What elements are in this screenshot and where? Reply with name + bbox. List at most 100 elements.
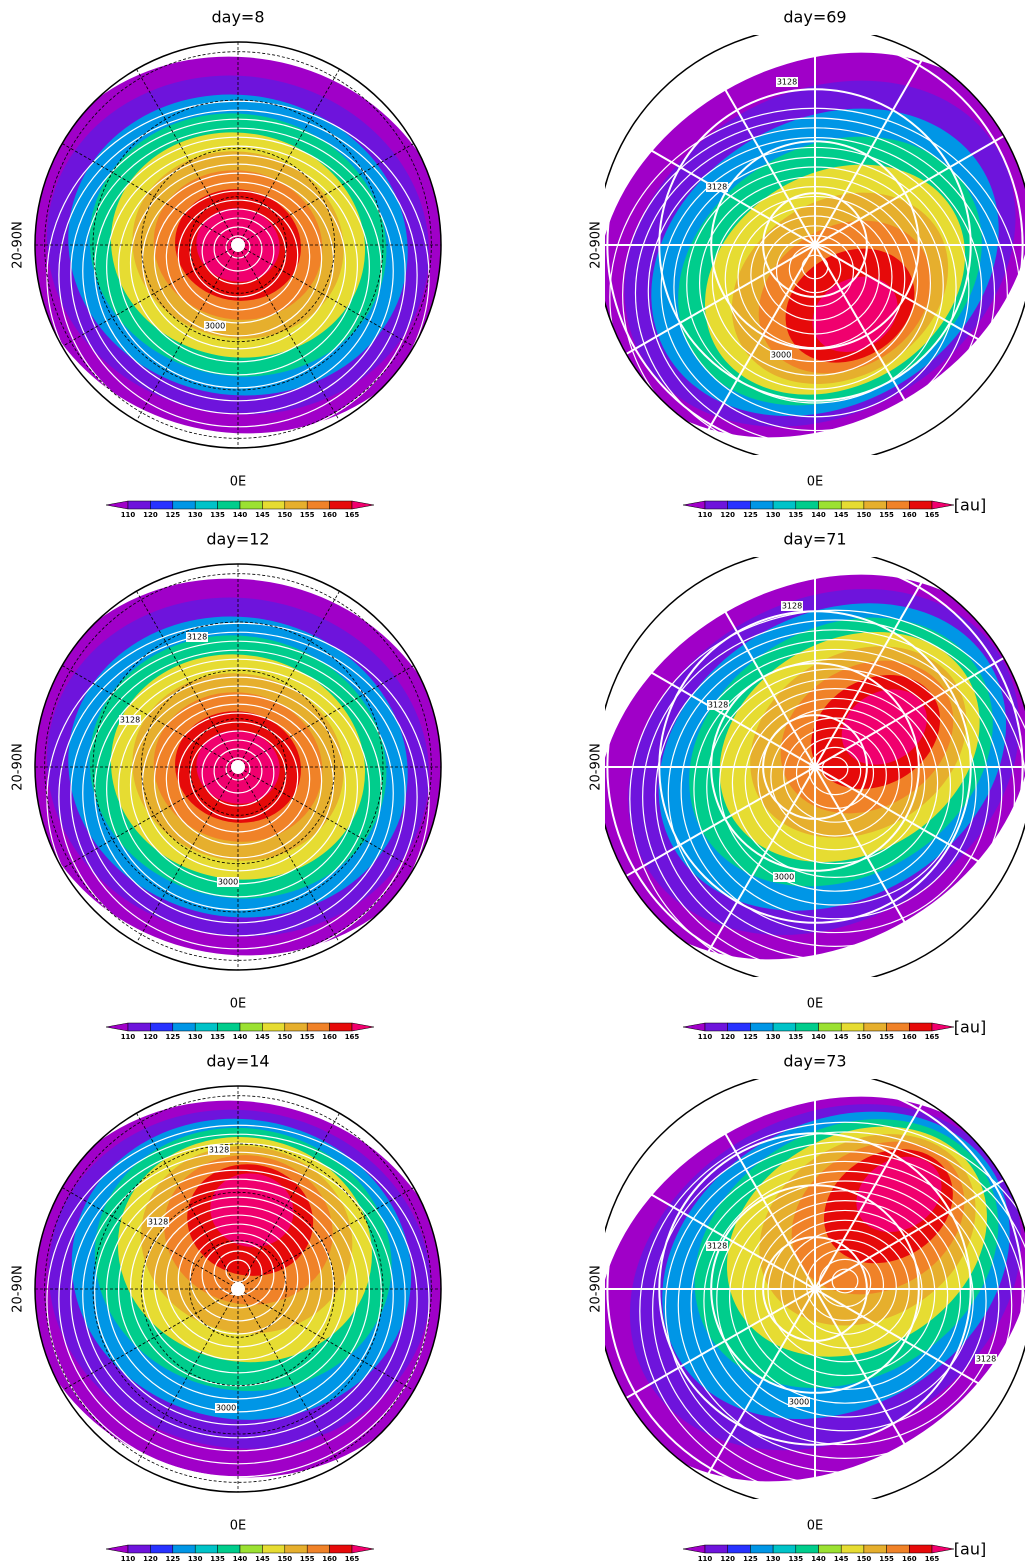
contour-label: 3000 [218, 878, 238, 887]
colorbar-segment [307, 501, 329, 509]
colorbar-tick-label: 125 [743, 1033, 758, 1041]
colorbar-unit: [au] [954, 1540, 986, 1559]
contour-label: 3128 [120, 716, 140, 725]
colorbar-tick-label: 150 [277, 1033, 292, 1041]
colorbar-tick-label: 130 [766, 511, 781, 519]
colorbar-segment [240, 1545, 262, 1553]
colorbar-tick-label: 145 [834, 1033, 849, 1041]
colorbar-tick-label: 120 [720, 511, 735, 519]
colorbar-tick-label: 165 [345, 1555, 360, 1561]
colorbar-segment [307, 1023, 329, 1031]
colorbar-tick-label: 145 [834, 1555, 849, 1561]
y-label: 20-90N [11, 1265, 26, 1313]
colorbar-tick-label: 120 [720, 1033, 735, 1041]
colorbar-tick-label: 110 [698, 1555, 713, 1561]
colorbar-segment [173, 501, 195, 509]
panel-title: day=71 [783, 530, 846, 549]
colorbar-end [932, 501, 954, 509]
colorbar-tick-label: 165 [925, 1555, 940, 1561]
panel-title: day=14 [206, 1052, 269, 1071]
colorbar-tick-label: 110 [121, 1555, 136, 1561]
colorbar-segment [796, 1545, 819, 1553]
colorbar-segment [218, 1023, 240, 1031]
colorbar-segment [195, 1023, 217, 1031]
colorbar-segment [887, 1545, 910, 1553]
colorbar-segment [841, 1023, 864, 1031]
colorbar-segment [128, 501, 150, 509]
colorbar-segment [330, 501, 352, 509]
colorbar-segment [262, 1023, 284, 1031]
colorbar-segment [150, 501, 172, 509]
colorbar-segment [307, 1545, 329, 1553]
colorbar-segment [841, 501, 864, 509]
colorbar-tick-label: 140 [811, 1033, 826, 1041]
contour-label: 3000 [789, 1398, 809, 1407]
figure: day=820-90N0E300011012012513013514014515… [0, 0, 1025, 1561]
colorbar-end [352, 1545, 374, 1553]
colorbar-segment [195, 1545, 217, 1553]
colorbar-tick-label: 160 [902, 511, 917, 519]
colorbar-tick-label: 125 [165, 511, 180, 519]
colorbar-tick-label: 160 [322, 1033, 337, 1041]
pole [812, 1286, 818, 1292]
y-label: 20-90N [589, 221, 604, 269]
colorbar-tick-label: 140 [233, 511, 248, 519]
colorbar-end [106, 1023, 128, 1031]
colorbar-segment [128, 1545, 150, 1553]
y-label: 20-90N [11, 743, 26, 791]
colorbar-segment [705, 1023, 728, 1031]
colorbar-tick-label: 155 [300, 1033, 315, 1041]
colorbar-segment [262, 1545, 284, 1553]
colorbar-tick-label: 110 [698, 511, 713, 519]
colorbar-tick-label: 150 [857, 1555, 872, 1561]
colorbar-segment [705, 501, 728, 509]
colorbar-tick-label: 120 [143, 1033, 158, 1041]
colorbar-tick-label: 130 [188, 511, 203, 519]
colorbar-end [683, 1023, 705, 1031]
colorbar-tick-label: 150 [857, 511, 872, 519]
colorbar-segment [285, 501, 307, 509]
colorbar-segment [887, 501, 910, 509]
pole [812, 764, 818, 770]
colorbar-tick-label: 135 [210, 1033, 225, 1041]
colorbar-tick-label: 150 [857, 1033, 872, 1041]
colorbar-tick-label: 165 [345, 1033, 360, 1041]
panel: day=820-90N0E300011012012513013514014515… [0, 8, 480, 520]
colorbar-tick-label: 125 [165, 1033, 180, 1041]
colorbar-tick-label: 155 [879, 1555, 894, 1561]
panel: day=7320-90N0E31283000312811012012513013… [527, 1020, 1025, 1561]
x-label: 0E [807, 997, 824, 1012]
colorbar-segment [887, 1023, 910, 1031]
colorbar-tick-label: 160 [322, 1555, 337, 1561]
y-label: 20-90N [589, 743, 604, 791]
colorbar-segment [750, 1545, 773, 1553]
colorbar-tick-label: 165 [925, 511, 940, 519]
colorbar-segment [285, 1023, 307, 1031]
colorbar-segment [218, 501, 240, 509]
contour-label: 3128 [209, 1146, 229, 1155]
y-label: 20-90N [589, 1265, 604, 1313]
colorbar-segment [728, 1545, 751, 1553]
colorbar-segment [819, 1023, 842, 1031]
colorbar-segment [864, 501, 887, 509]
contour-label: 3000 [771, 351, 791, 360]
colorbar-end [352, 1023, 374, 1031]
colorbar-tick-label: 145 [834, 511, 849, 519]
colorbar-tick-label: 150 [277, 1555, 292, 1561]
colorbar-end [683, 1545, 705, 1553]
colorbar-segment [909, 1545, 932, 1553]
panel-title: day=69 [783, 8, 846, 27]
colorbar-tick-label: 140 [811, 1555, 826, 1561]
x-label: 0E [230, 997, 247, 1012]
colorbar-tick-label: 145 [255, 1033, 270, 1041]
x-label: 0E [230, 475, 247, 490]
colorbar-segment [864, 1023, 887, 1031]
colorbar-segment [728, 501, 751, 509]
colorbar-end [106, 501, 128, 509]
colorbar-segment [128, 1023, 150, 1031]
colorbar-segment [841, 1545, 864, 1553]
colorbar-segment [909, 501, 932, 509]
colorbar-tick-label: 135 [788, 511, 803, 519]
colorbar-tick-label: 120 [143, 1555, 158, 1561]
